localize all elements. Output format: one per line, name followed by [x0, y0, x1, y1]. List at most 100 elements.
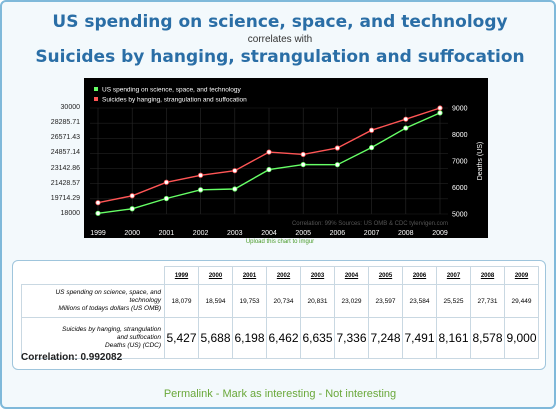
data-point	[334, 162, 340, 168]
table-cell: 27,731	[470, 284, 505, 318]
table-cell: 6,198	[232, 317, 267, 359]
upload-link[interactable]: Upload this chart to imgur	[245, 239, 315, 245]
data-point	[95, 210, 101, 216]
legend-swatch	[94, 87, 98, 91]
data-point	[368, 127, 375, 133]
legend-label: US spending on science, space, and techn…	[102, 87, 242, 94]
data-point	[300, 151, 306, 158]
x-tick-label: 2008	[398, 230, 414, 237]
legend-label: Suicides by hanging, strangulation and s…	[102, 97, 247, 104]
table-cell: 18,079	[164, 284, 199, 318]
table-cell: 18,594	[198, 284, 233, 318]
data-point	[437, 105, 443, 111]
y-left-tick-label: 19714.29	[50, 194, 80, 202]
table-cell: 29,449	[504, 284, 539, 318]
table-cell: 5,427	[164, 317, 199, 359]
table-cell: 7,491	[402, 317, 437, 359]
x-tick-label: 2006	[330, 230, 346, 237]
table-cell: 6,635	[300, 317, 335, 359]
table-cell: 7,248	[368, 317, 403, 359]
table-cell: 20,831	[300, 284, 335, 318]
table-cell: 7,336	[334, 317, 369, 359]
table-cell: 6,462	[266, 317, 301, 359]
data-point	[368, 144, 375, 151]
x-tick-label: 2004	[261, 230, 277, 237]
title-line-1: US spending on science, space, and techn…	[52, 12, 508, 32]
year-header: 2005	[368, 266, 403, 285]
row1-label: US spending on science, space, and techno…	[21, 284, 165, 318]
legend-swatch	[94, 97, 98, 101]
chart-svg: US spending on science, space, and techn…	[84, 78, 488, 238]
x-tick-label: 2000	[124, 230, 140, 237]
separator: -	[212, 388, 223, 400]
y-right-tick-label: 8000	[452, 132, 468, 139]
data-point	[129, 206, 135, 212]
x-tick-label: 2003	[227, 230, 243, 237]
table-cell: 25,525	[436, 284, 471, 318]
y-right-axis-label: Deaths (US)	[477, 142, 484, 181]
chart-credit: Correlation: 99% Sources: US OMB & CDC t…	[292, 221, 448, 227]
chart-background	[84, 78, 488, 238]
table-cell: 20,734	[266, 284, 301, 318]
year-header: 2009	[504, 266, 539, 285]
table-cell: 23,584	[402, 284, 437, 318]
data-point	[163, 195, 170, 202]
y-left-tick-label: 28285.71	[50, 119, 80, 127]
data-point	[198, 187, 204, 193]
year-header: 2003	[300, 266, 335, 285]
year-header: 2007	[436, 266, 471, 285]
y-left-tick-label: 21428.57	[50, 179, 80, 187]
x-tick-label: 2009	[432, 230, 448, 237]
y-left-tick-label: 23142.86	[50, 164, 80, 172]
data-point	[232, 168, 238, 174]
year-header: 2002	[266, 266, 301, 285]
table-cell: 5,688	[198, 317, 233, 359]
data-point	[266, 166, 272, 173]
data-point	[95, 200, 101, 206]
x-tick-label: 1999	[90, 230, 106, 237]
data-point	[163, 179, 170, 185]
data-point	[437, 110, 443, 116]
y-right-tick-label: 6000	[452, 185, 468, 192]
separator: -	[315, 388, 326, 400]
data-point	[300, 161, 306, 168]
footer-links: Permalink - Mark as interesting - Not in…	[0, 388, 560, 400]
x-tick-label: 2001	[159, 230, 175, 237]
x-tick-label: 2007	[364, 230, 380, 237]
data-table: 1999 2000 2001 2002 2003 2004 2005 2006 2007 2008…	[21, 266, 539, 359]
year-header: 2001	[232, 266, 267, 285]
year-header: 2000	[198, 266, 233, 285]
year-header: 2006	[402, 266, 437, 285]
year-header: 1999	[164, 266, 199, 285]
permalink-link[interactable]: Permalink	[163, 388, 213, 400]
table-cell: 8,161	[436, 317, 471, 359]
year-header: 2008	[470, 266, 505, 285]
data-point	[403, 116, 409, 122]
table-cell: 9,000	[504, 317, 539, 359]
y-left-tick-label: 24857.14	[50, 149, 80, 157]
y-left-tick-label: 26571.43	[50, 134, 80, 142]
data-point	[266, 149, 272, 155]
y-left-tick-label: 30000	[60, 104, 80, 111]
data-point	[232, 186, 238, 192]
x-tick-label: 2002	[193, 230, 209, 237]
y-right-tick-label: 7000	[452, 159, 468, 166]
chart: US spending on science, space, and techn…	[51, 78, 488, 238]
data-table-panel: 1999 2000 2001 2002 2003 2004 2005 2006 2007 2008…	[12, 260, 546, 370]
year-header: 2004	[334, 266, 369, 285]
data-point	[334, 145, 340, 151]
not-interesting-link[interactable]: Not interesting	[325, 388, 397, 400]
x-tick-label: 2005	[295, 230, 311, 237]
y-right-tick-label: 9000	[452, 106, 468, 113]
data-point	[403, 125, 409, 131]
table-cell: 23,029	[334, 284, 369, 318]
title-line-3: Suicides by hanging, strangulation and s…	[35, 47, 525, 67]
y-left-tick-label: 18000	[60, 210, 80, 217]
table-cell: 19,753	[232, 284, 267, 318]
data-point	[198, 172, 204, 178]
mark-interesting-link[interactable]: Mark as interesting	[222, 388, 316, 400]
correlation-value: Correlation: 0.992082	[21, 352, 123, 363]
y-right-tick-label: 5000	[452, 212, 468, 219]
table-cell: 8,578	[470, 317, 505, 359]
table-cell: 23,597	[368, 284, 403, 318]
